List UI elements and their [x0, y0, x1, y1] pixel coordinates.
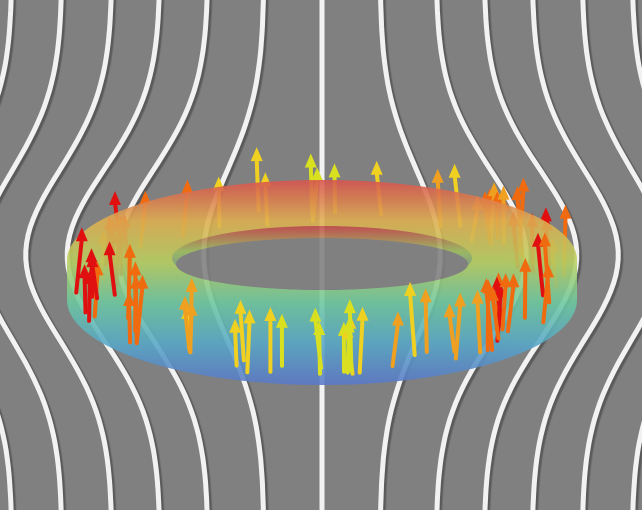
arrow-shaft	[247, 321, 249, 372]
arrow-shaft	[190, 290, 191, 352]
arrow-shaft	[360, 319, 363, 373]
arrow-shaft	[488, 291, 489, 350]
arrow-shaft	[235, 331, 237, 366]
arrow-shaft	[478, 302, 481, 353]
scene	[0, 0, 642, 510]
arrow-shaft	[85, 276, 86, 312]
arrow-shaft	[319, 333, 320, 374]
arrow-shaft	[129, 304, 130, 342]
torus-hole	[176, 238, 468, 290]
arrow-shaft	[426, 300, 427, 352]
page: (() => { const data = JSON.parse(documen…	[0, 0, 642, 510]
arrow-shaft	[350, 311, 352, 371]
arrow-shaft	[89, 282, 90, 321]
